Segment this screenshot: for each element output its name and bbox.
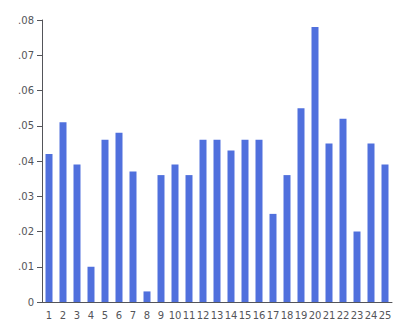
svg-text:19: 19 <box>295 310 308 321</box>
svg-text:5: 5 <box>102 310 108 321</box>
svg-text:1: 1 <box>46 310 52 321</box>
svg-text:23: 23 <box>351 310 364 321</box>
svg-text:7: 7 <box>130 310 136 321</box>
svg-text:10: 10 <box>169 310 182 321</box>
svg-text:4: 4 <box>88 310 94 321</box>
svg-text:15: 15 <box>239 310 252 321</box>
svg-text:13: 13 <box>211 310 224 321</box>
svg-text:9: 9 <box>158 310 164 321</box>
svg-text:3: 3 <box>74 310 80 321</box>
svg-text:11: 11 <box>183 310 196 321</box>
svg-text:22: 22 <box>337 310 350 321</box>
svg-text:16: 16 <box>253 310 266 321</box>
svg-text:.08: .08 <box>18 15 34 26</box>
svg-text:0: 0 <box>28 297 34 308</box>
svg-text:.05: .05 <box>18 120 34 131</box>
svg-text:25: 25 <box>379 310 392 321</box>
svg-text:20: 20 <box>309 310 322 321</box>
svg-text:17: 17 <box>267 310 280 321</box>
svg-text:24: 24 <box>365 310 378 321</box>
svg-text:.02: .02 <box>18 226 34 237</box>
svg-text:12: 12 <box>197 310 210 321</box>
svg-text:21: 21 <box>323 310 336 321</box>
svg-text:.06: .06 <box>18 85 34 96</box>
svg-text:14: 14 <box>225 310 238 321</box>
svg-text:6: 6 <box>116 310 122 321</box>
svg-text:.03: .03 <box>18 191 34 202</box>
svg-text:.01: .01 <box>18 261 34 272</box>
svg-text:2: 2 <box>60 310 66 321</box>
svg-text:8: 8 <box>144 310 150 321</box>
svg-text:18: 18 <box>281 310 294 321</box>
svg-text:.07: .07 <box>18 50 34 61</box>
svg-text:.04: .04 <box>18 156 34 167</box>
